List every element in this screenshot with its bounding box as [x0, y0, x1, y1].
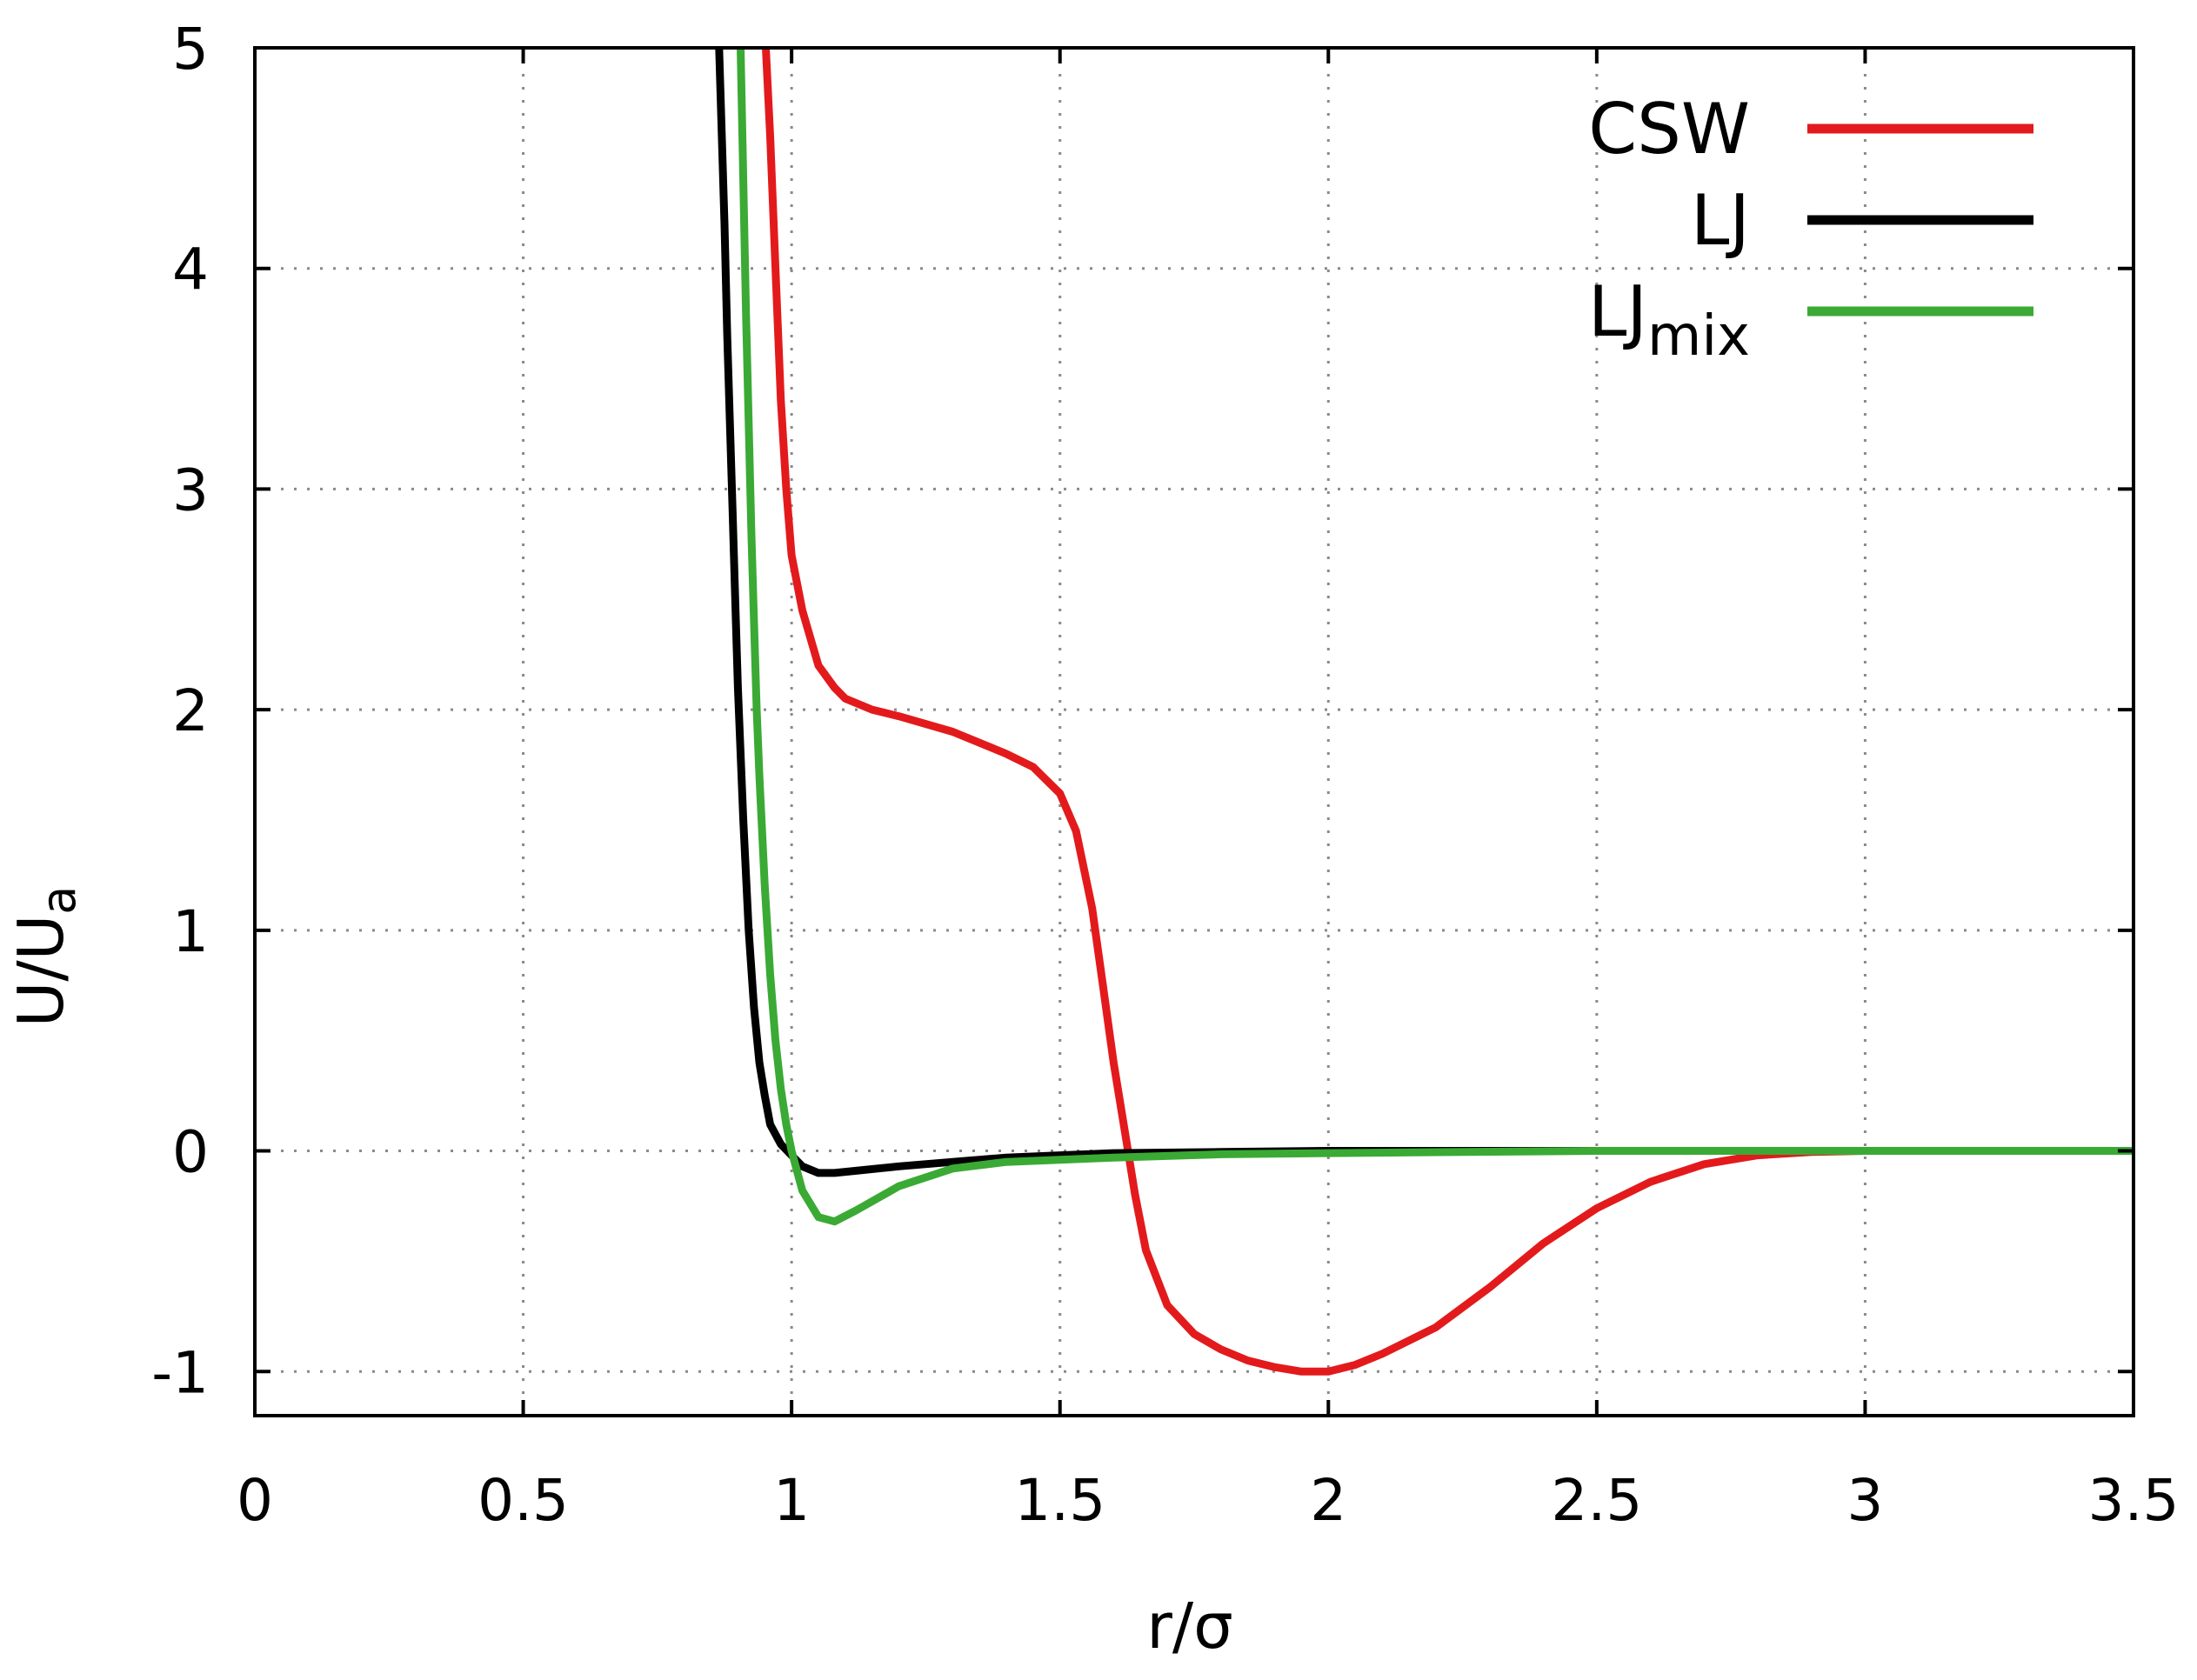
x-tick-label: 1.5 [1014, 1467, 1105, 1534]
x-axis-title: r/σ [1146, 1590, 1233, 1663]
x-tick-label: 3 [1846, 1467, 1883, 1534]
x-tick-label: 0 [237, 1467, 273, 1534]
y-tick-label: 5 [172, 16, 209, 83]
series-group [715, 48, 2134, 1376]
y-tick-label: 1 [172, 898, 209, 965]
x-tick-labels: 0 0.5 1 1.5 2 2.5 3 3.5 [237, 1467, 2179, 1534]
axis-ticks [253, 46, 2135, 1416]
y-axis-title: U/Ua [4, 886, 86, 1028]
plot-frame [253, 46, 2135, 1417]
grid-lines [255, 48, 2134, 1416]
y-tick-label: 0 [172, 1119, 209, 1186]
x-tick-label: 3.5 [2088, 1467, 2180, 1534]
legend-label-csw: CSW [1588, 89, 1750, 170]
series-line-csw [762, 48, 2134, 1376]
x-tick-label: 1 [773, 1467, 810, 1534]
y-tick-label: 4 [172, 237, 209, 303]
legend-label-lj: LJ [1691, 180, 1750, 261]
y-tick-label: -1 [151, 1339, 209, 1406]
legend-label-lj-mix: LJmix [1588, 271, 1750, 369]
x-tick-label: 2.5 [1551, 1467, 1642, 1534]
x-tick-label: 0.5 [477, 1467, 569, 1534]
legend: CSW LJ LJmix [1588, 89, 2033, 369]
y-axis-title-subscript: a [31, 886, 86, 915]
y-tick-label: 2 [172, 677, 209, 744]
series-line-lj-mix [737, 48, 2134, 1226]
y-tick-labels: -1 0 1 2 3 4 5 [151, 16, 209, 1406]
series-line-lj [715, 48, 2134, 1177]
y-tick-label: 3 [172, 457, 209, 523]
y-axis-title-main: U/U [4, 915, 77, 1028]
x-tick-label: 2 [1310, 1467, 1346, 1534]
